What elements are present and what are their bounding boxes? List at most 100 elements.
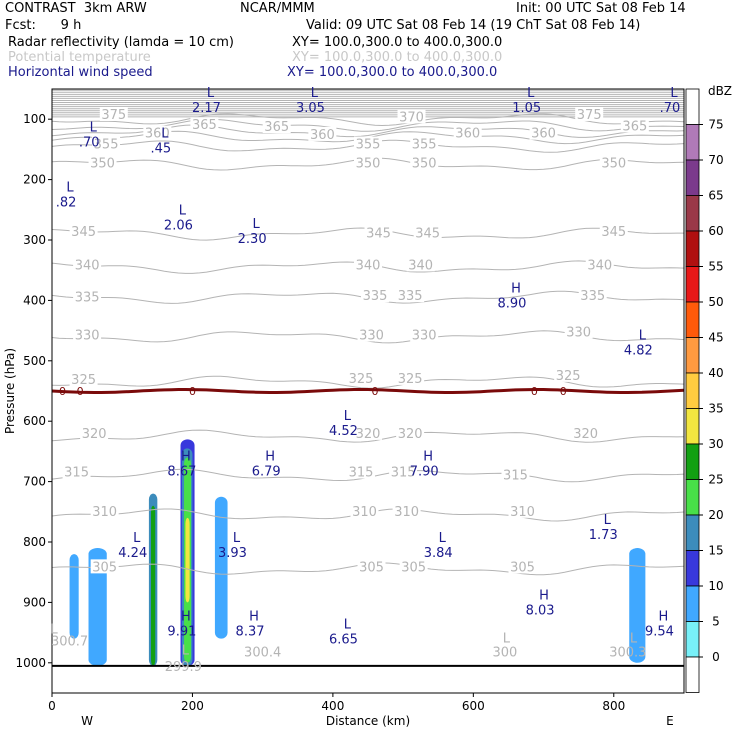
x-end-label-west: W — [81, 714, 93, 728]
y-tick-label: 100 — [23, 112, 46, 126]
theta-label-bg — [564, 324, 593, 339]
theta-label: 305 — [510, 560, 535, 575]
theta-label: 330 — [359, 328, 384, 343]
theta-label: 345 — [415, 226, 440, 241]
wind-extremum-marker: L — [604, 513, 612, 528]
wind-extremum-marker: L — [639, 329, 647, 344]
theta-label: 315 — [391, 466, 416, 481]
theta-label-bg — [190, 117, 219, 132]
theta-label-bg — [99, 106, 128, 121]
wind-extremum-value: 3.84 — [424, 546, 453, 561]
theta-label: 365 — [192, 118, 217, 133]
colorbar-swatch — [685, 195, 700, 232]
theta-label-bg — [554, 367, 583, 382]
theta-label: 325 — [71, 373, 96, 388]
theta-label-bg — [501, 467, 530, 482]
header-title: CONTRAST 3km ARW — [5, 1, 147, 16]
plot-area — [52, 89, 684, 667]
colorbar-swatch — [685, 550, 700, 587]
theta-label-bg — [599, 224, 628, 239]
wind-extremum-value: 3.05 — [296, 101, 325, 116]
colorbar-level-label: 25 — [708, 473, 723, 487]
wind-extremum-marker: L — [133, 531, 141, 546]
colorbar-swatch — [685, 301, 700, 338]
theta-label: 360 — [310, 128, 335, 143]
colorbar-swatch — [685, 408, 700, 445]
colorbar-level-label: 40 — [708, 366, 723, 380]
reflectivity-cell — [151, 505, 156, 666]
theta-isentrope — [52, 429, 684, 443]
wind-extremum-marker: L — [90, 120, 98, 135]
theta-label: 345 — [366, 226, 391, 241]
colorbar-swatch — [685, 124, 700, 161]
theta-label: 375 — [577, 108, 602, 123]
theta-label: 335 — [398, 289, 423, 304]
theta-label-bg — [410, 136, 439, 151]
x-tick-label: 800 — [602, 699, 625, 713]
reflectivity-cell — [185, 517, 190, 603]
surface-theta-label: 299.9 — [165, 660, 202, 675]
theta-label-bg — [620, 118, 649, 133]
wind-extremum-marker: L — [66, 181, 74, 196]
theta-label: 320 — [573, 427, 598, 442]
surface-theta-label: 300.7 — [51, 635, 88, 650]
surface-theta-marker: L — [503, 632, 511, 647]
theta-label-bg — [361, 288, 390, 303]
theta-label-bg — [357, 327, 386, 342]
theta-label-bg — [399, 559, 428, 574]
colorbar-swatch — [685, 585, 700, 622]
theta-label-bg — [389, 464, 418, 479]
theta-label: 340 — [75, 258, 100, 273]
colorbar-swatch — [685, 443, 700, 480]
wind-extremum-value: 9.54 — [645, 625, 674, 640]
surface-theta-label: 300.3 — [609, 646, 646, 661]
theta-label-bg — [88, 155, 117, 170]
field-xy-theta: XY= 100.0,300.0 to 400.0,300.0 — [292, 50, 503, 65]
wind-extremum-marker: L — [161, 126, 169, 141]
theta-label-bg — [396, 370, 425, 385]
surface-theta-label: 300.4 — [244, 646, 281, 661]
y-tick-label: 500 — [23, 354, 46, 368]
theta-label: 320 — [356, 427, 381, 442]
wind-extremum-value: 4.52 — [329, 424, 358, 439]
wind-extremum-value: 6.79 — [252, 465, 281, 480]
colorbar-swatch — [685, 159, 700, 196]
y-tick-label: 600 — [23, 414, 46, 428]
theta-label-bg — [508, 559, 537, 574]
theta-label-bg — [90, 503, 119, 518]
y-axis-title: Pressure (hPa) — [3, 348, 17, 434]
theta-label-bg — [396, 425, 425, 440]
wind-extremum-value: 6.65 — [329, 632, 358, 647]
theta-label-bg — [397, 109, 426, 124]
wind-extremum-marker: L — [344, 617, 352, 632]
theta-label-bg — [406, 257, 435, 272]
colorbar-level-label: 35 — [708, 402, 723, 416]
theta-label: 325 — [556, 369, 581, 384]
wind-extremum-value: 2.17 — [192, 101, 221, 116]
theta-label-bg — [354, 257, 382, 272]
theta-label-bg — [308, 126, 337, 141]
wind-extremum-value: 1.05 — [512, 101, 541, 116]
theta-label: 355 — [412, 138, 437, 153]
surface-theta-marker: L — [50, 623, 58, 638]
wind-extremum-value: 4.82 — [624, 344, 653, 359]
theta-label: 310 — [510, 505, 535, 520]
y-tick-label: 700 — [23, 475, 46, 489]
x-tick-label: 600 — [462, 699, 485, 713]
theta-label-bg — [80, 425, 109, 440]
colorbar-swatch — [685, 656, 700, 693]
y-tick-label: 200 — [23, 173, 46, 187]
theta-label: 340 — [356, 258, 381, 273]
header-org: NCAR/MMM — [240, 1, 315, 16]
wind-extremum-value: 2.30 — [238, 232, 267, 247]
colorbar-level-label: 5 — [712, 615, 720, 629]
wind-extremum-marker: H — [265, 450, 275, 465]
colorbar-level-label: 75 — [708, 118, 723, 132]
field-label-reflectivity: Radar reflectivity (lamda = 10 cm) — [8, 35, 234, 50]
colorbar-level-label: 45 — [708, 331, 723, 345]
theta-label: 305 — [359, 560, 384, 575]
theta-label: 315 — [64, 466, 89, 481]
wind-extremum-marker: H — [659, 610, 669, 625]
x-tick-label: 400 — [321, 699, 344, 713]
